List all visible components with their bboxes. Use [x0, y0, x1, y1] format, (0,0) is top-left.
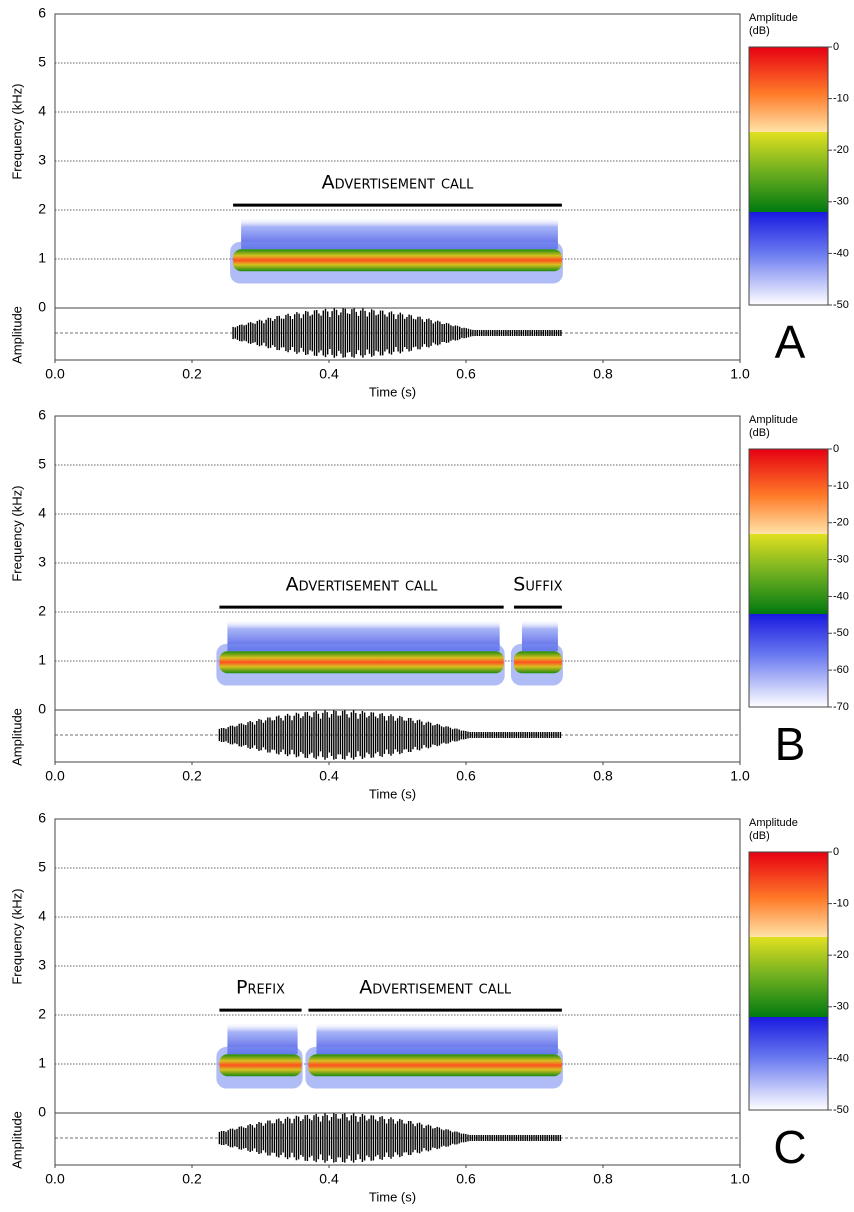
y-tick-label: 0	[38, 1104, 46, 1120]
y-tick-label: 0	[38, 299, 46, 315]
panel-label: C	[773, 1121, 806, 1173]
y-tick-label: 6	[38, 5, 46, 21]
x-axis-label: Time (s)	[369, 786, 416, 801]
y-tick-label: 6	[38, 810, 46, 826]
wave-axis-label: Amplitude	[9, 708, 24, 766]
colorbar-tick-label: -10	[833, 480, 849, 492]
y-tick-label: 4	[38, 505, 46, 521]
colorbar-tick-label: -50	[833, 299, 849, 311]
colorbar-tick-label: 0	[833, 41, 839, 53]
colorbar-tick-label: -10	[833, 898, 849, 910]
panel-label: A	[775, 316, 806, 368]
y-tick-label: 5	[38, 54, 46, 70]
x-tick-label: 0.4	[319, 366, 339, 382]
colorbar-tick-label: -50	[833, 627, 849, 639]
colorbar	[748, 851, 829, 1111]
colorbar-tick-label: 0	[833, 443, 839, 455]
x-tick-label: 0.0	[45, 366, 65, 382]
annotation-label: Advertisement call	[322, 172, 475, 194]
colorbar-title: Amplitude	[749, 817, 798, 829]
wave-axis-label: Amplitude	[9, 306, 24, 364]
x-tick-label: 0.4	[319, 1171, 339, 1187]
y-tick-label: 3	[38, 554, 46, 570]
x-tick-label: 0.4	[319, 768, 339, 784]
y-tick-label: 4	[38, 103, 46, 119]
annotation-label: Prefix	[236, 977, 285, 999]
x-axis-label: Time (s)	[369, 1189, 416, 1204]
x-axis-label: Time (s)	[369, 384, 416, 399]
colorbar-tick-label: -30	[833, 1001, 849, 1013]
y-tick-label: 2	[38, 201, 46, 217]
colorbar-tick-label: -40	[833, 247, 849, 259]
x-tick-label: 0.0	[45, 768, 65, 784]
plot-frame	[54, 13, 741, 361]
colorbar	[748, 448, 829, 708]
y-axis-label: Frequency (kHz)	[9, 889, 24, 985]
y-tick-label: 3	[38, 152, 46, 168]
y-tick-label: 0	[38, 701, 46, 717]
x-tick-label: 1.0	[730, 366, 750, 382]
colorbar-title: Amplitude	[749, 414, 798, 426]
colorbar-title: (dB)	[749, 25, 770, 37]
x-tick-label: 0.6	[456, 366, 476, 382]
colorbar-tick-label: -30	[833, 196, 849, 208]
waveform	[218, 710, 562, 760]
colorbar-tick-label: -50	[833, 1104, 849, 1116]
annotation-label: Advertisement call	[359, 977, 512, 999]
colorbar-tick-label: 0	[833, 846, 839, 858]
colorbar-tick-label: -70	[833, 701, 849, 713]
call-band	[308, 1054, 562, 1077]
plot-frame	[54, 415, 741, 763]
panel-label: B	[775, 718, 806, 770]
colorbar-title: Amplitude	[749, 12, 798, 24]
call-band	[513, 651, 562, 674]
x-tick-label: 0.8	[593, 1171, 613, 1187]
y-tick-label: 1	[38, 652, 46, 668]
colorbar-tick-label: -20	[833, 949, 849, 961]
y-axis-label: Frequency (kHz)	[9, 84, 24, 180]
x-tick-label: 0.8	[593, 768, 613, 784]
y-tick-label: 6	[38, 407, 46, 423]
waveform	[218, 1113, 562, 1163]
x-tick-label: 0.2	[182, 1171, 202, 1187]
colorbar-tick-label: -20	[833, 144, 849, 156]
y-tick-label: 2	[38, 1006, 46, 1022]
y-tick-label: 1	[38, 1055, 46, 1071]
call-band	[219, 1054, 302, 1077]
call-band	[233, 249, 562, 272]
call-band	[219, 651, 504, 674]
colorbar-tick-label: -60	[833, 664, 849, 676]
colorbar-title: (dB)	[749, 830, 770, 842]
y-tick-label: 3	[38, 957, 46, 973]
annotation-label: Advertisement call	[286, 574, 439, 596]
waveform	[232, 308, 562, 358]
x-tick-label: 1.0	[730, 1171, 750, 1187]
x-tick-label: 0.2	[182, 366, 202, 382]
colorbar-tick-label: -30	[833, 553, 849, 565]
annotation-label: Suffix	[513, 574, 562, 596]
y-tick-label: 2	[38, 603, 46, 619]
x-tick-label: 0.8	[593, 366, 613, 382]
x-tick-label: 1.0	[730, 768, 750, 784]
colorbar-title: (dB)	[749, 427, 770, 439]
colorbar-tick-label: -40	[833, 1052, 849, 1064]
y-tick-label: 4	[38, 908, 46, 924]
x-tick-label: 0.6	[456, 1171, 476, 1187]
y-axis-label: Frequency (kHz)	[9, 486, 24, 582]
y-tick-label: 5	[38, 859, 46, 875]
y-tick-label: 5	[38, 456, 46, 472]
colorbar-tick-label: -10	[833, 93, 849, 105]
wave-axis-label: Amplitude	[9, 1111, 24, 1169]
plot-frame	[54, 818, 741, 1166]
x-tick-label: 0.6	[456, 768, 476, 784]
colorbar-tick-label: -20	[833, 517, 849, 529]
y-tick-label: 1	[38, 250, 46, 266]
x-tick-label: 0.2	[182, 768, 202, 784]
x-tick-label: 0.0	[45, 1171, 65, 1187]
colorbar	[748, 46, 829, 306]
colorbar-tick-label: -40	[833, 590, 849, 602]
